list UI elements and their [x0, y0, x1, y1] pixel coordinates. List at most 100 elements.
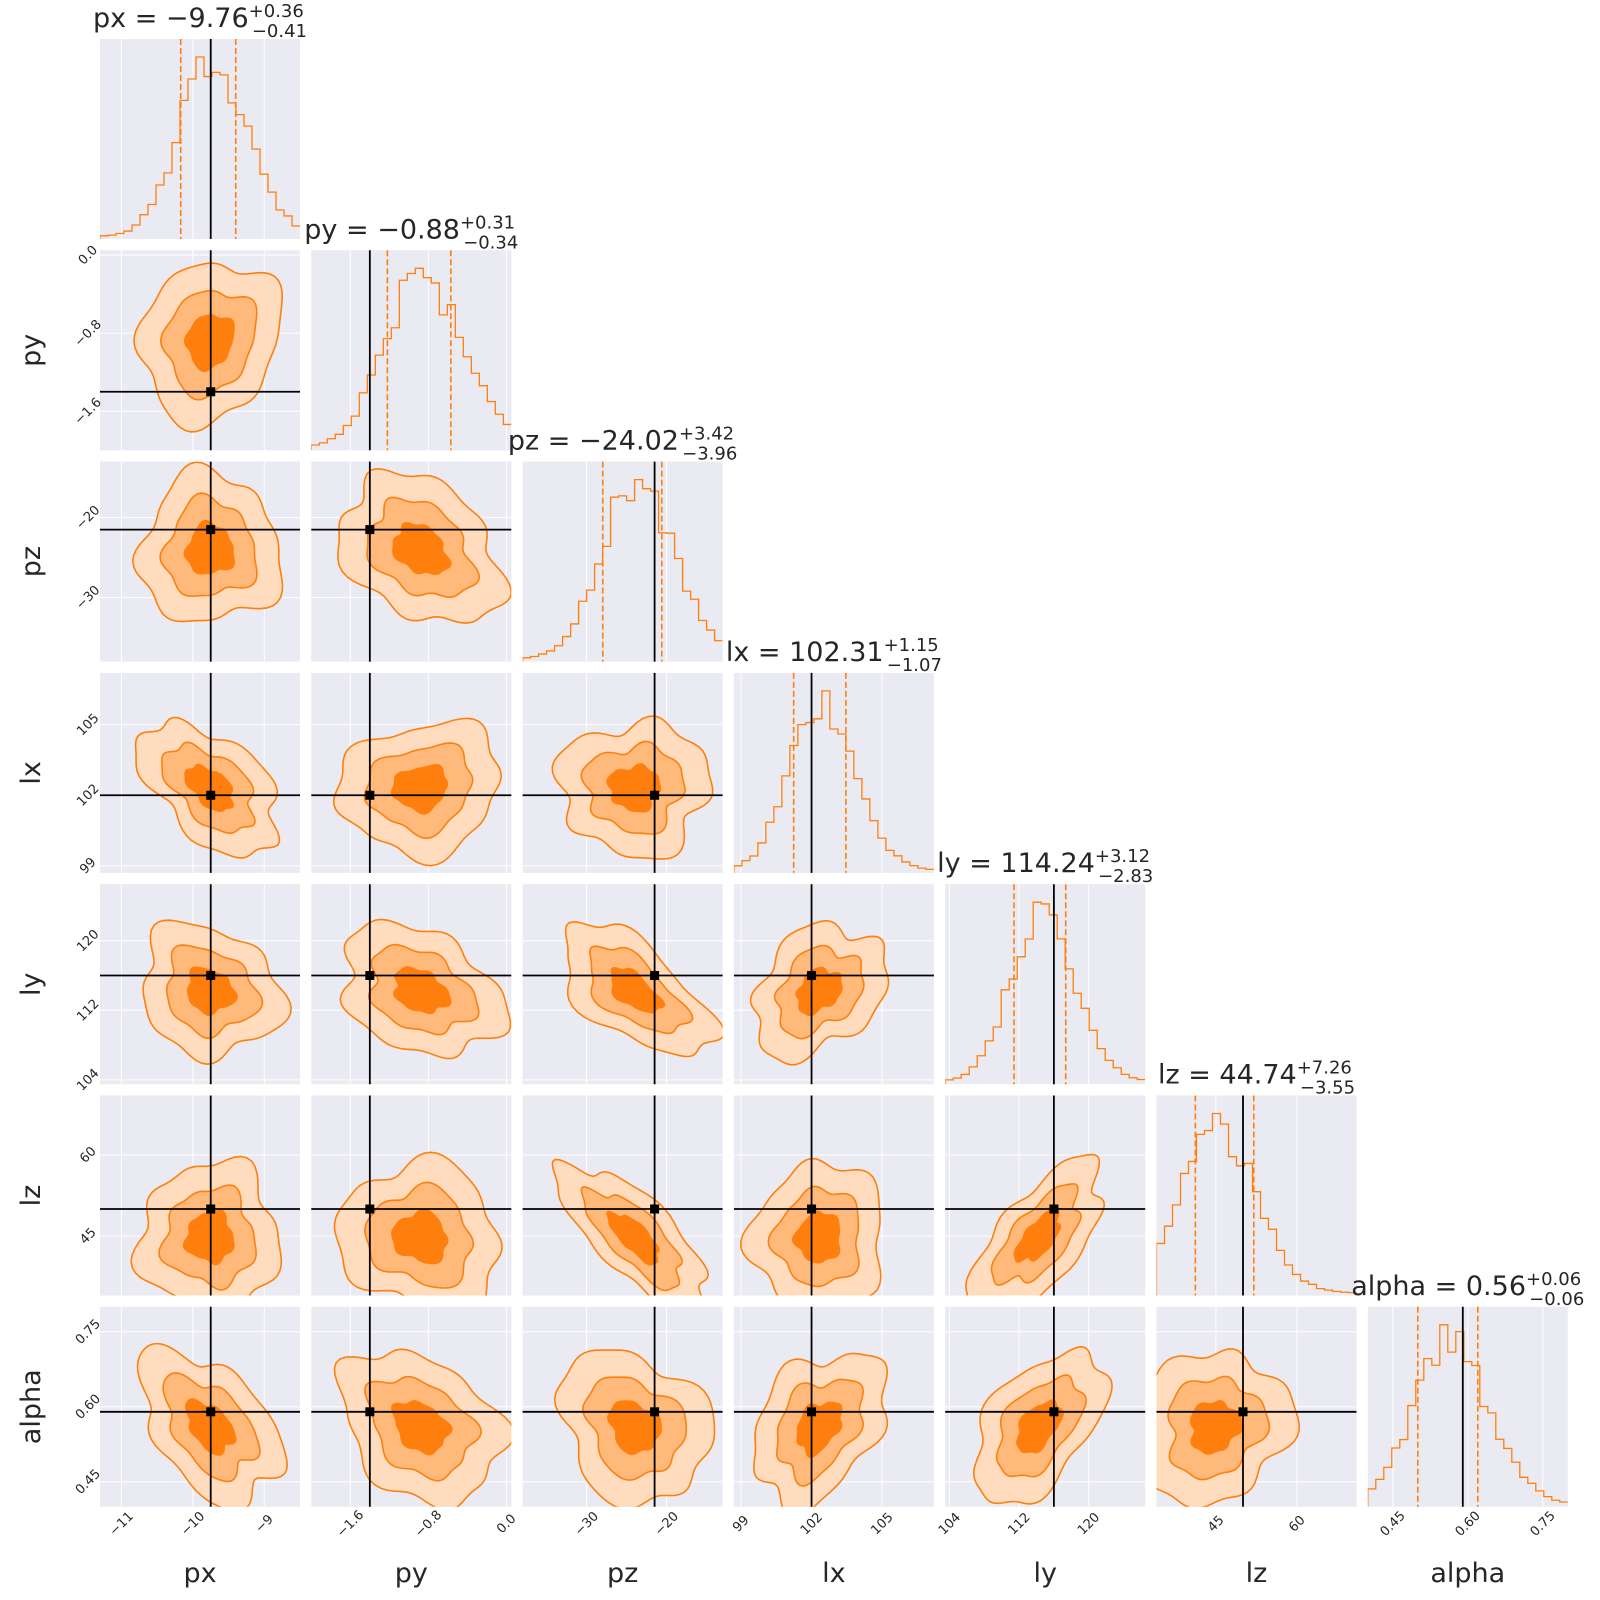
title-lz: lz = 44.74+7.26 −3.55	[1158, 1058, 1355, 1099]
y-tick-label: −20	[73, 503, 103, 533]
contours	[551, 1158, 710, 1296]
contours	[332, 717, 503, 867]
y-tick-label: 102	[74, 782, 102, 810]
contours	[130, 1155, 283, 1296]
histogram-px	[100, 56, 300, 239]
contour-inner	[183, 314, 235, 373]
contours	[553, 1349, 716, 1507]
y-tick-label: −1.6	[72, 395, 105, 428]
y-tick-label: 0.75	[73, 1317, 104, 1348]
contour-inner	[184, 763, 234, 813]
contour-inner	[606, 1400, 662, 1456]
contour-inner	[606, 1210, 660, 1266]
x-tick-label: −9	[253, 1512, 277, 1536]
truth-marker	[206, 790, 216, 800]
x-tick-label: 104	[936, 1510, 964, 1538]
histogram-lx	[733, 690, 934, 873]
y-tick-label: 99	[77, 855, 99, 877]
contour-inner	[391, 1400, 453, 1456]
truth-marker	[206, 1204, 216, 1214]
x-tick-label: 120	[1075, 1510, 1103, 1538]
histogram-alpha	[1367, 1324, 1568, 1507]
contours	[551, 715, 714, 860]
truth-marker	[206, 387, 216, 397]
x-axis-label-py: py	[395, 1558, 428, 1589]
truth-marker	[807, 1407, 817, 1417]
panel-lz-vs-lx	[733, 1095, 934, 1296]
contours	[134, 716, 281, 859]
x-tick-label: −20	[652, 1509, 682, 1539]
x-tick-label: −1.6	[334, 1508, 367, 1541]
panel-alpha-vs-ly	[945, 1306, 1146, 1507]
contour-inner	[610, 966, 666, 1014]
contour-inner	[606, 763, 662, 813]
title-alpha: alpha = 0.56+0.06 −0.06	[1351, 1269, 1584, 1310]
y-tick-label: 105	[74, 711, 102, 739]
panel-alpha-vs-py	[311, 1306, 512, 1507]
truth-marker	[365, 1407, 375, 1417]
panel-lz-vs-py	[311, 1095, 512, 1296]
histogram-py	[311, 267, 512, 451]
panel-ly-vs-ly	[945, 884, 1146, 1085]
y-tick-label: 0.0	[76, 243, 101, 268]
truth-marker	[1238, 1407, 1248, 1417]
title-pz: pz = −24.02+3.42 −3.96	[508, 424, 737, 465]
x-tick-label: 112	[1005, 1510, 1033, 1538]
panel-lx-vs-px	[100, 672, 300, 873]
panel-ly-vs-pz	[522, 884, 723, 1085]
histogram-lz	[1156, 1112, 1357, 1296]
y-tick-label: −0.8	[72, 317, 105, 350]
truth-marker	[206, 525, 216, 535]
truth-marker	[1049, 1407, 1059, 1417]
x-tick-label: 0.60	[1453, 1509, 1484, 1540]
panel-py-vs-py	[311, 250, 512, 451]
panel-pz-vs-py	[311, 461, 512, 662]
y-tick-label: 60	[77, 1144, 99, 1166]
panel-alpha-vs-lx	[733, 1306, 934, 1507]
panel-ly-vs-px	[100, 884, 300, 1085]
y-tick-label: 0.45	[73, 1467, 104, 1498]
truth-marker	[365, 525, 375, 535]
y-tick-label: 104	[74, 1066, 102, 1094]
panel-lx-vs-py	[311, 672, 512, 873]
x-tick-label: 60	[1286, 1513, 1308, 1535]
truth-marker	[807, 1204, 817, 1214]
x-tick-label: 0.45	[1378, 1509, 1409, 1540]
contours	[337, 467, 512, 624]
contours	[1156, 1348, 1300, 1507]
truth-marker	[206, 1407, 216, 1417]
y-axis-label-lz: lz	[16, 1185, 47, 1207]
x-axis-label-ly: ly	[1033, 1558, 1057, 1589]
histogram-pz	[522, 478, 723, 662]
contours	[339, 918, 512, 1060]
x-axis-label-lz: lz	[1246, 1558, 1268, 1589]
truth-marker	[807, 971, 817, 981]
panel-px-vs-px	[100, 39, 300, 239]
x-tick-label: −10	[178, 1509, 208, 1539]
panel-ly-vs-lx	[733, 884, 934, 1085]
panel-alpha-vs-lz	[1156, 1306, 1357, 1507]
contour-inner	[391, 1208, 449, 1265]
contours	[131, 461, 284, 623]
panel-lx-vs-lx	[733, 672, 934, 873]
panel-alpha-vs-pz	[522, 1306, 723, 1507]
panel-ly-vs-py	[311, 884, 512, 1085]
axes-background	[1156, 1095, 1357, 1296]
x-tick-label: −30	[572, 1509, 602, 1539]
y-tick-label: 112	[74, 997, 102, 1025]
truth-marker	[650, 1407, 660, 1417]
contour-inner	[392, 521, 452, 576]
truth-marker	[650, 971, 660, 981]
contours	[739, 1157, 882, 1296]
truth-marker	[650, 790, 660, 800]
truth-marker	[650, 1204, 660, 1214]
x-tick-label: −11	[107, 1509, 137, 1539]
contour-inner	[390, 763, 449, 815]
truth-marker	[365, 971, 375, 981]
x-tick-label: 45	[1205, 1513, 1227, 1535]
truth-marker	[206, 971, 216, 981]
x-tick-label: 0.0	[494, 1512, 519, 1537]
panel-lz-vs-lz	[1156, 1095, 1357, 1296]
contour-inner	[186, 966, 238, 1017]
